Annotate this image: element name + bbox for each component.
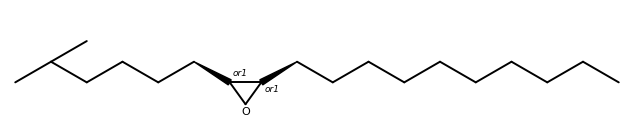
Text: or1: or1 — [233, 69, 248, 79]
Text: O: O — [241, 107, 250, 117]
Polygon shape — [194, 62, 231, 85]
Polygon shape — [260, 62, 297, 85]
Text: or1: or1 — [264, 85, 279, 94]
